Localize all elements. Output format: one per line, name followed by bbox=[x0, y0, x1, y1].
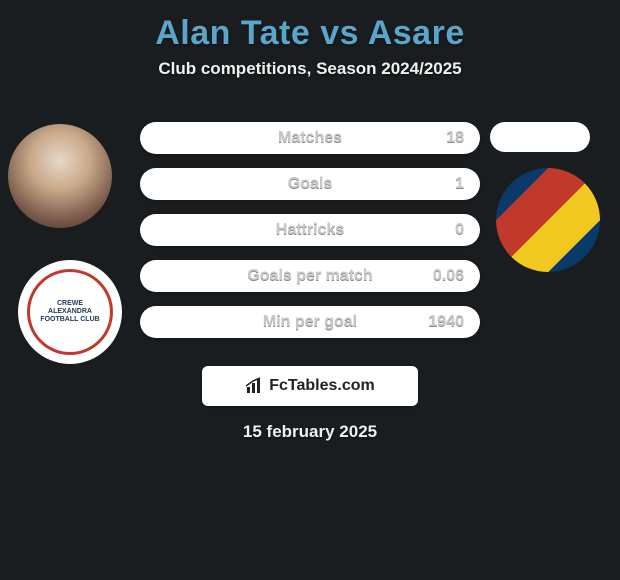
stat-row-matches: Matches 18 bbox=[140, 122, 480, 154]
brand-text: FcTables.com bbox=[269, 377, 375, 395]
stat-right-value: 1 bbox=[434, 175, 464, 193]
left-club-badge-text: CREWEALEXANDRAFOOTBALL CLUB bbox=[40, 300, 99, 323]
left-club-badge-ring: CREWEALEXANDRAFOOTBALL CLUB bbox=[27, 269, 113, 355]
stat-right-value: 0 bbox=[434, 221, 464, 239]
stat-row-goals-per-match: Goals per match 0.06 bbox=[140, 260, 480, 292]
stat-label: Goals per match bbox=[247, 267, 372, 285]
stat-right-value: 0.06 bbox=[433, 267, 464, 285]
page-title: Alan Tate vs Asare bbox=[0, 0, 620, 53]
left-player-avatar bbox=[8, 124, 112, 228]
stat-label: Min per goal bbox=[263, 313, 357, 331]
brand-badge: FcTables.com bbox=[202, 366, 418, 406]
stat-label: Goals bbox=[288, 175, 332, 193]
stat-row-goals: Goals 1 bbox=[140, 168, 480, 200]
stat-right-value: 18 bbox=[434, 129, 464, 147]
stat-label: Matches bbox=[278, 129, 342, 147]
chart-icon bbox=[245, 377, 265, 395]
right-player-avatar bbox=[490, 122, 590, 152]
right-club-badge bbox=[496, 168, 600, 272]
left-club-badge: CREWEALEXANDRAFOOTBALL CLUB bbox=[18, 260, 122, 364]
stat-row-min-per-goal: Min per goal 1940 bbox=[140, 306, 480, 338]
stat-right-value: 1940 bbox=[428, 313, 464, 331]
stats-table: Matches 18 Goals 1 Hattricks 0 Goals per… bbox=[140, 122, 480, 352]
footer-date: 15 february 2025 bbox=[243, 422, 377, 442]
stat-row-hattricks: Hattricks 0 bbox=[140, 214, 480, 246]
stat-label: Hattricks bbox=[276, 221, 344, 239]
page-subtitle: Club competitions, Season 2024/2025 bbox=[0, 59, 620, 79]
